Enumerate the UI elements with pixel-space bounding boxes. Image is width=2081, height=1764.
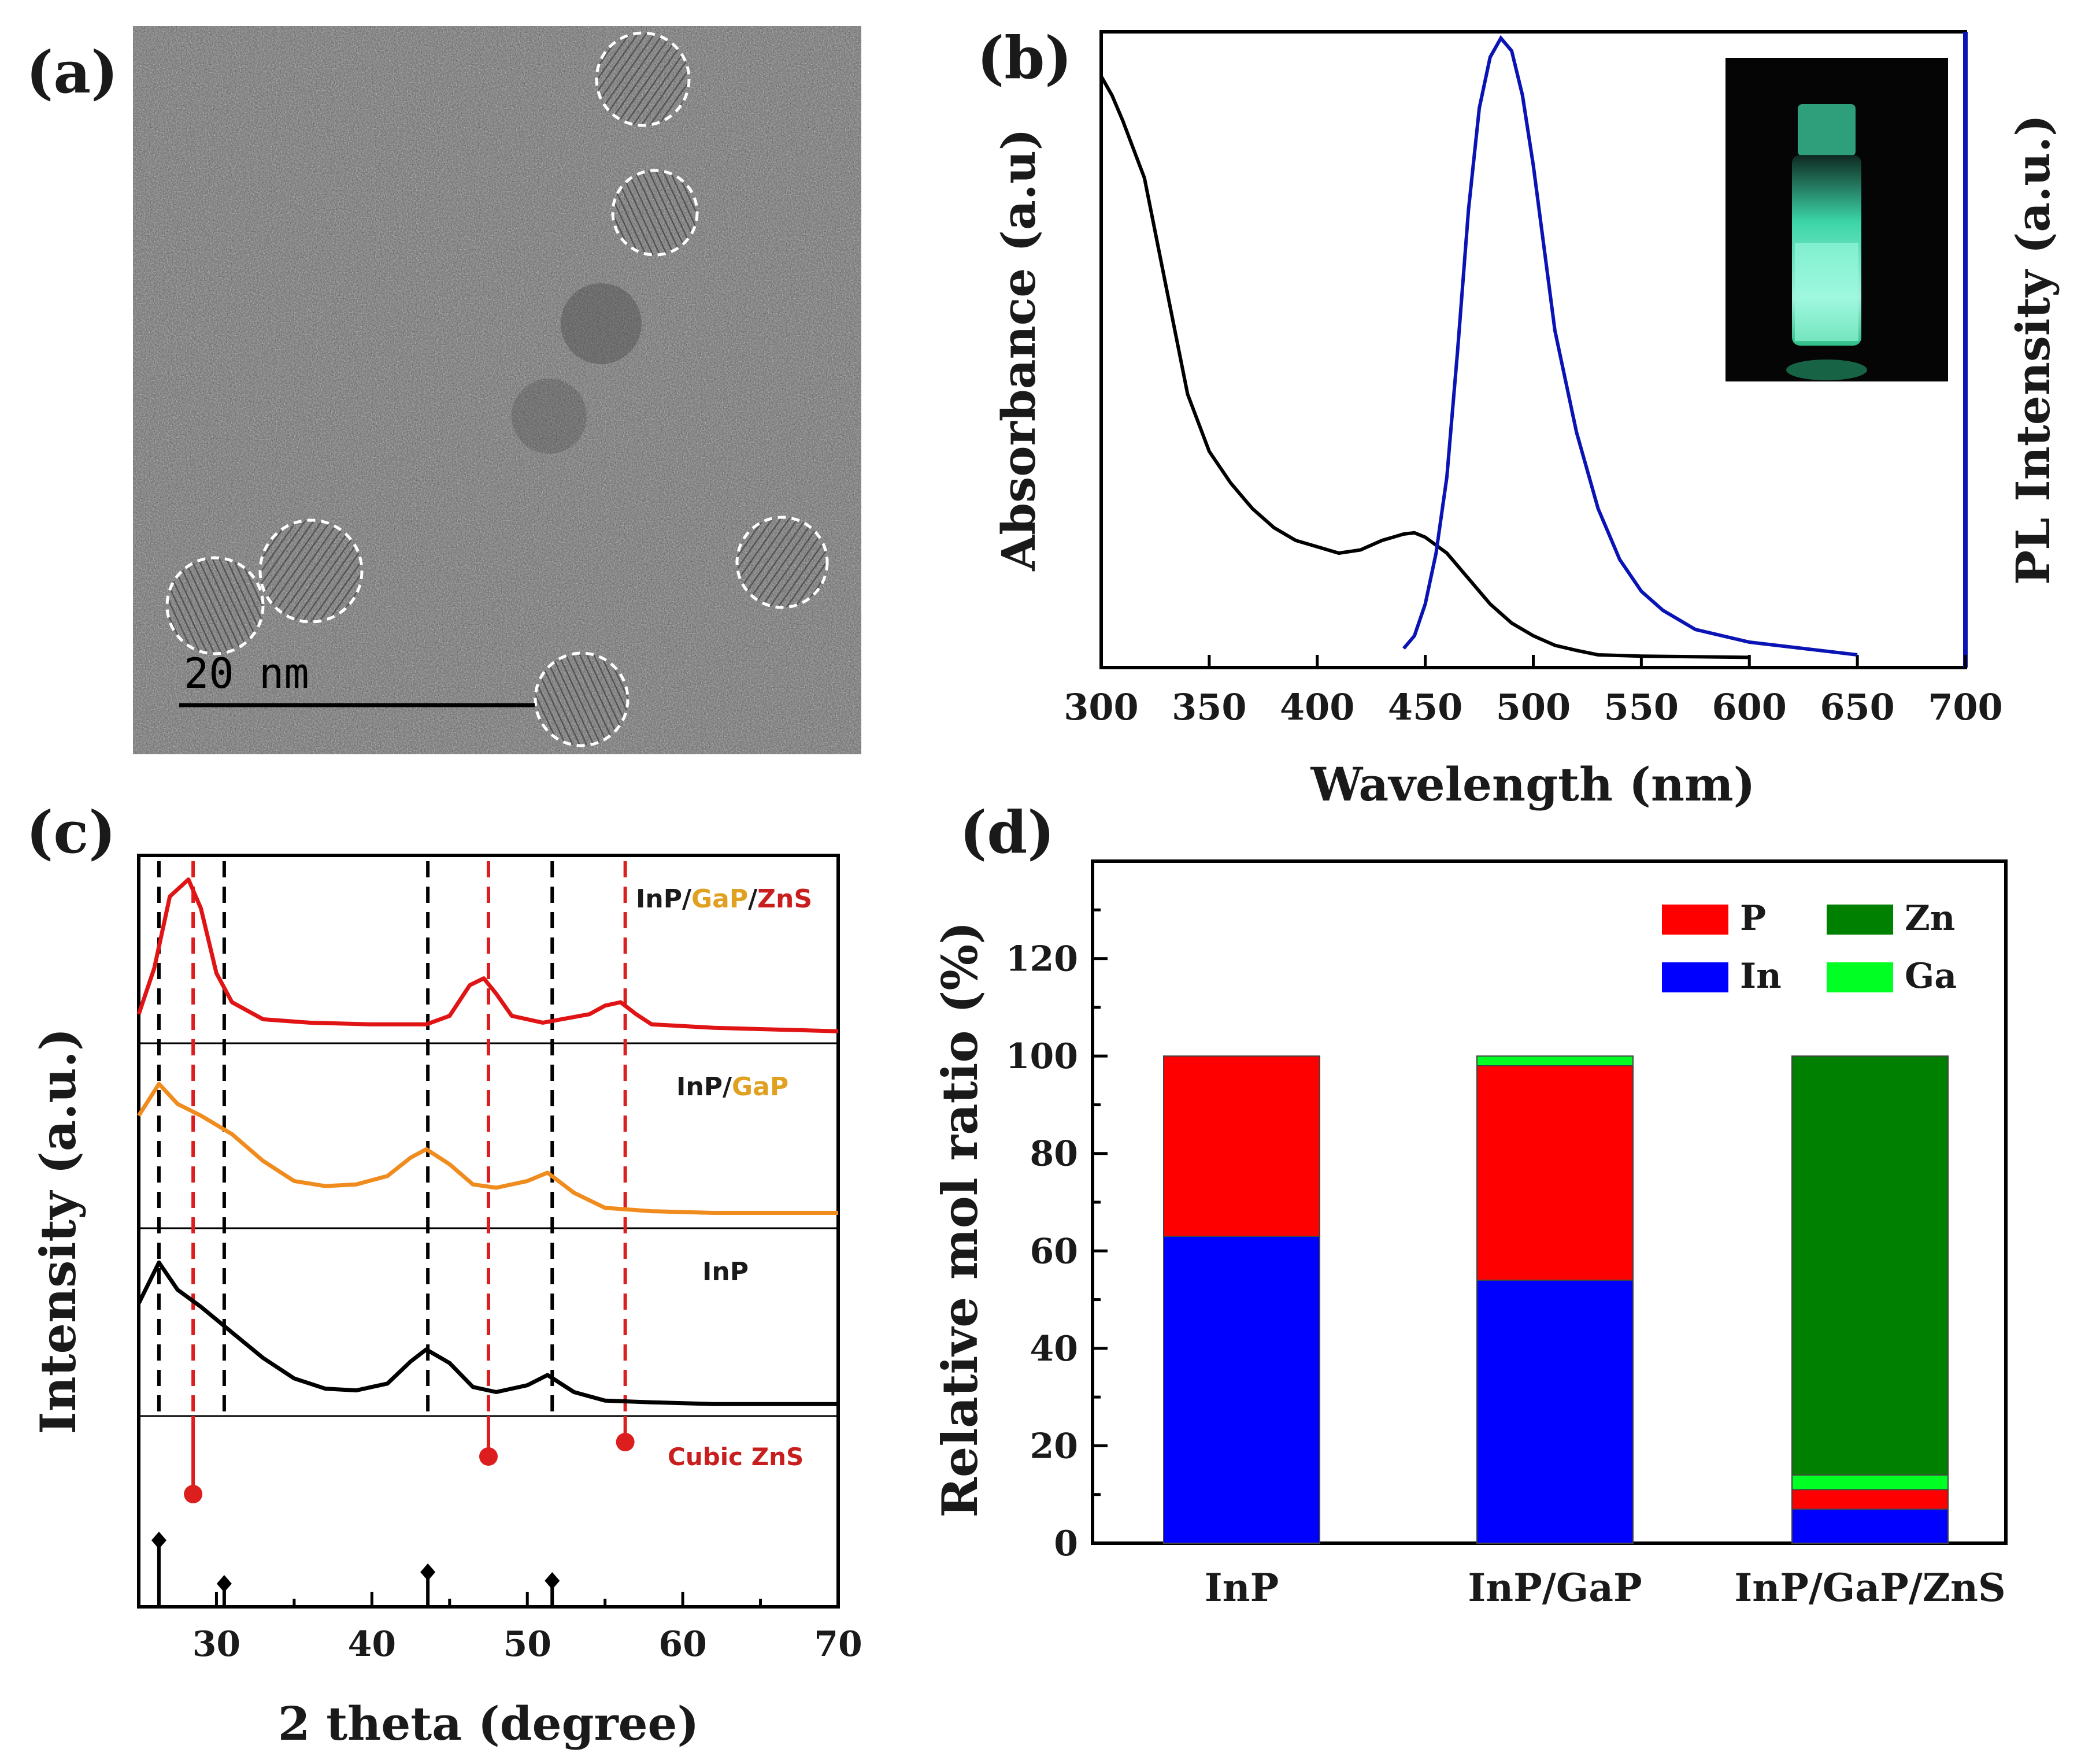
legend-label: Zn <box>1905 898 1955 939</box>
zns-ref-dot <box>184 1485 203 1503</box>
y-tick-label-d: 60 <box>1030 1231 1079 1272</box>
legend-swatch-in <box>1662 962 1728 992</box>
legend-label: Ga <box>1905 956 1957 996</box>
bar-in <box>1476 1279 1634 1544</box>
panel-d-label: (d) <box>960 798 1055 866</box>
y-axis-d: 0 20 40 60 80 100 120 <box>1006 859 1108 1564</box>
zns-ref-dot <box>479 1447 498 1466</box>
inp-ref-diamond <box>420 1563 436 1581</box>
x-axis-title-b: Wavelength (nm) <box>1310 757 1756 811</box>
xrd-label-part: InP/ <box>676 1072 732 1102</box>
inp-ref-diamond <box>545 1572 560 1589</box>
reference-markers <box>151 1416 635 1607</box>
scale-bar-label: 20 nm <box>184 649 309 698</box>
x-axis-c: 30 40 50 60 70 <box>137 1592 862 1665</box>
x-axis-d: InP InP/GaP InP/GaP/ZnS <box>1205 1565 2006 1610</box>
zns-ref-dot <box>616 1433 635 1451</box>
x-tick-label-c: 60 <box>658 1624 707 1665</box>
xrd-label-part: / <box>748 884 758 914</box>
x-tick-label-b: 700 <box>1928 686 2002 728</box>
panel-c-label: (c) <box>26 798 116 866</box>
legend-label: In <box>1740 956 1782 996</box>
y-tick-label-d: 120 <box>1006 939 1078 980</box>
xrd-label-part: InP <box>702 1257 749 1287</box>
xrd-curve-2 <box>137 1081 838 1215</box>
panel-a-label: (a) <box>26 38 118 106</box>
panel-b: (b) 300 350 400 450 500 550 600 650 700 Waveleng… <box>977 24 2060 811</box>
x-tick-label-b: 450 <box>1388 686 1462 728</box>
y-tick-label-d: 0 <box>1054 1524 1078 1564</box>
particle-outlines <box>165 31 829 747</box>
y-axis-title-d: Relative mol ratio (%) <box>931 921 988 1518</box>
legend-d: P Zn In Ga <box>1662 898 1957 996</box>
legend-swatch-ga <box>1827 962 1893 992</box>
y-tick-label-d: 20 <box>1030 1426 1079 1466</box>
x-tick-label-b: 650 <box>1820 686 1894 728</box>
x-tick-label-c: 70 <box>814 1624 862 1665</box>
inp-ref-diamond <box>151 1532 166 1549</box>
plot-frame-c <box>137 854 840 1609</box>
xrd-label-part: ZnS <box>757 884 812 914</box>
x-tick-label-b: 300 <box>1064 686 1138 728</box>
x-category-label: InP/GaP <box>1468 1565 1642 1610</box>
y-axis-title-c: Intensity (a.u.) <box>29 1028 87 1434</box>
xrd-curves <box>136 877 839 1406</box>
absorbance-line <box>1099 75 1750 659</box>
y-tick-label-d: 100 <box>1006 1036 1078 1077</box>
x-axis-title-c: 2 theta (degree) <box>278 1696 699 1751</box>
cubic-zns-label: Cubic ZnS <box>668 1443 803 1471</box>
x-tick-label-b: 550 <box>1604 686 1679 728</box>
legend-swatch-zn <box>1827 905 1893 935</box>
xrd-label-part: GaP <box>732 1072 788 1102</box>
y-axis-title-left-b: Absorbance (a.u) <box>991 128 1046 572</box>
bar-p <box>1476 1065 1634 1281</box>
bar-p <box>1791 1489 1949 1510</box>
bar-in <box>1791 1509 1949 1544</box>
bar-zn <box>1791 1055 1949 1476</box>
stacked-bars <box>1163 1055 1949 1544</box>
x-tick-label-c: 30 <box>192 1624 241 1665</box>
xrd-label-1: InP <box>702 1257 749 1287</box>
pl-line <box>1402 35 1858 657</box>
xrd-curve-1 <box>136 1260 838 1406</box>
x-tick-label-b: 600 <box>1712 686 1787 728</box>
legend-swatch-p <box>1662 905 1728 935</box>
vial-photo <box>1725 58 1948 381</box>
xrd-curve-3 <box>136 877 839 1033</box>
bar-in <box>1163 1236 1320 1544</box>
xrd-label-part: InP/ <box>636 884 692 914</box>
inp-ref-diamond <box>216 1575 232 1592</box>
panel-b-label: (b) <box>977 24 1072 92</box>
x-tick-label-b: 500 <box>1496 686 1571 728</box>
y-tick-label-d: 80 <box>1030 1134 1079 1174</box>
scale-bar: 20 nm <box>179 649 535 707</box>
x-axis-b: 300 350 400 450 500 550 600 650 700 <box>1064 655 2003 728</box>
bar-ga <box>1476 1055 1634 1066</box>
reference-dashed-lines <box>157 861 627 1416</box>
legend-label: P <box>1740 898 1766 939</box>
bar-p <box>1163 1055 1320 1237</box>
x-tick-label-c: 40 <box>348 1624 397 1665</box>
panel-a: (a) 20 nm <box>26 26 861 754</box>
xrd-label-2: InP/GaP <box>676 1072 788 1102</box>
x-category-label: InP <box>1205 1565 1279 1610</box>
x-tick-label-c: 50 <box>503 1624 551 1665</box>
bar-ga <box>1791 1474 1949 1491</box>
y-axis-title-right-b: PL Intensity (a.u.) <box>2006 114 2060 585</box>
x-tick-label-b: 400 <box>1280 686 1354 728</box>
y-tick-label-d: 40 <box>1030 1329 1079 1369</box>
xrd-label-part: GaP <box>691 884 748 914</box>
x-category-label: InP/GaP/ZnS <box>1734 1565 2005 1610</box>
x-tick-label-b: 350 <box>1172 686 1246 728</box>
xrd-label-3: InP/GaP/ZnS <box>636 884 812 914</box>
tem-image <box>133 26 861 754</box>
